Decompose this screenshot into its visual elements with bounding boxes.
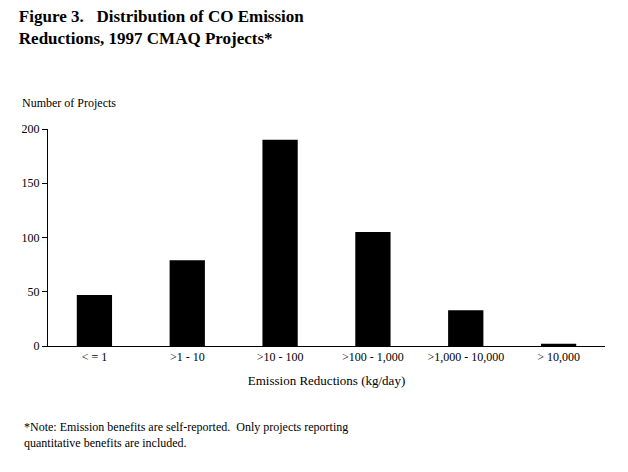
- svg-text:0: 0: [34, 339, 40, 353]
- svg-text:> 10,000: > 10,000: [537, 350, 580, 364]
- svg-text:>10 - 100: >10 - 100: [257, 350, 304, 364]
- svg-text:150: 150: [22, 176, 40, 190]
- svg-text:100: 100: [22, 231, 40, 245]
- svg-text:>100 - 1,000: >100 - 1,000: [342, 350, 404, 364]
- svg-text:Number of Projects: Number of Projects: [22, 96, 116, 110]
- svg-text:>1 - 10: >1 - 10: [170, 350, 205, 364]
- svg-text:Figure 3. Distribution of CO: Figure 3. Distribution of CO EmissionRed…: [19, 7, 304, 48]
- svg-text:>1,000 - 10,000: >1,000 - 10,000: [427, 350, 504, 364]
- svg-text:200: 200: [22, 122, 40, 136]
- svg-text:Emission Reductions (kg/day): Emission Reductions (kg/day): [248, 373, 405, 388]
- svg-text:< = 1: < = 1: [82, 350, 108, 364]
- svg-text:*Note: Emission benefits are s: *Note: Emission benefits are self-report…: [24, 420, 348, 450]
- svg-text:50: 50: [28, 285, 40, 299]
